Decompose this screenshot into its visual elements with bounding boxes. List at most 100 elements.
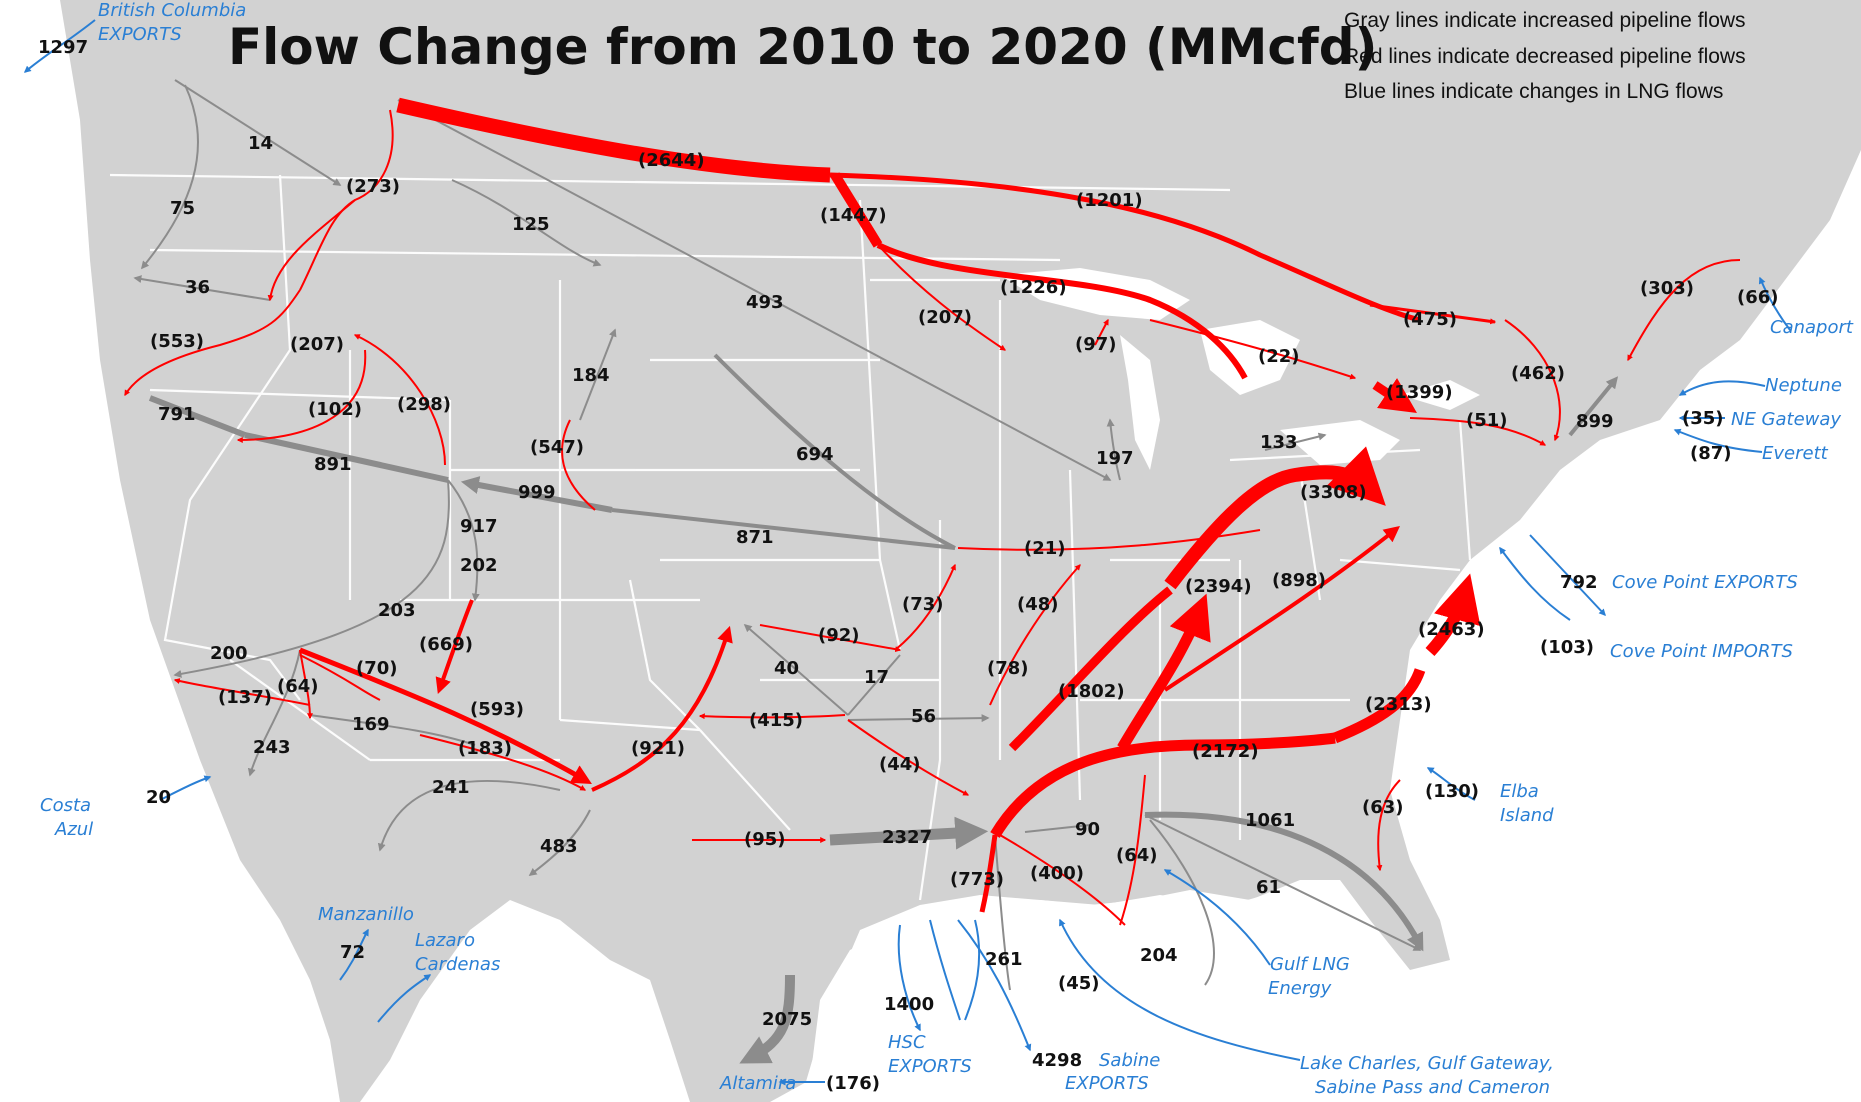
label-45: (45) <box>1058 973 1100 994</box>
place-cove-point-imports: Cove Point IMPORTS <box>1610 641 1793 662</box>
label-261: 261 <box>985 949 1023 970</box>
label-2327: 2327 <box>882 827 932 848</box>
label-547: (547) <box>530 437 584 458</box>
label-202: 202 <box>460 555 498 576</box>
flow-1399 <box>1372 378 1417 413</box>
flow-75 <box>140 84 199 270</box>
place-canaport: Canaport <box>1770 317 1854 338</box>
flow-hsc-exports <box>897 924 921 1032</box>
flow-669 <box>435 599 474 695</box>
flow-133 <box>1264 432 1327 451</box>
label-917: 917 <box>460 516 498 537</box>
flow-899 <box>1568 376 1619 437</box>
label-2463: (2463) <box>1418 619 1485 640</box>
label-90: 90 <box>1075 819 1100 840</box>
flow-204 <box>1149 819 1215 986</box>
label-773: (773) <box>950 869 1004 890</box>
place-costa: Costa <box>40 795 91 816</box>
label-898: (898) <box>1272 570 1326 591</box>
flow-22 <box>1149 319 1357 380</box>
flow-773 <box>979 834 998 913</box>
flow-neptune <box>1678 380 1766 396</box>
label-593: (593) <box>470 699 524 720</box>
label-125: 125 <box>512 214 550 235</box>
label-303: (303) <box>1640 278 1694 299</box>
label-21: (21) <box>1024 538 1066 559</box>
place-ne-gateway: NE Gateway <box>1731 409 1841 430</box>
flow-871 <box>611 508 956 550</box>
label-1226: (1226) <box>1000 277 1067 298</box>
label-400: (400) <box>1030 863 1084 884</box>
flow-891 <box>244 432 449 483</box>
map-title: Flow Change from 2010 to 2020 (MMcfd) <box>228 18 1377 76</box>
flow-1201 <box>829 172 1421 323</box>
label-78: (78) <box>987 658 1029 679</box>
place-gulf-lng: Gulf LNG <box>1270 954 1350 975</box>
flow-1061 <box>1144 811 1424 952</box>
label-176: (176) <box>826 1073 880 1094</box>
label-22: (22) <box>1258 346 1300 367</box>
label-2172: (2172) <box>1192 741 1259 762</box>
flow-125 <box>451 179 602 267</box>
flow-183 <box>419 734 587 791</box>
flow-184 <box>579 328 617 421</box>
flow-manzanillo <box>339 928 369 981</box>
flow-hsc-exports-2 <box>929 919 961 1021</box>
label-475: (475) <box>1403 309 1457 330</box>
flow-hsc-exports-3 <box>964 919 981 1021</box>
label-137: (137) <box>218 687 272 708</box>
label-1400: 1400 <box>884 994 934 1015</box>
gray-flows <box>133 79 1619 1064</box>
label-64-south: (64) <box>1116 845 1158 866</box>
flow-61 <box>1144 814 1422 951</box>
flow-2327 <box>829 816 989 850</box>
label-20: 20 <box>146 787 171 808</box>
label-17: 17 <box>864 667 889 688</box>
place-costa-azul: Azul <box>54 819 93 840</box>
label-4298: 4298 <box>1032 1050 1082 1071</box>
place-gulf-lng-energy: Energy <box>1268 978 1332 999</box>
label-1447: (1447) <box>820 205 887 226</box>
flow-17 <box>847 654 901 716</box>
flow-63 <box>1376 779 1401 872</box>
label-298: (298) <box>397 394 451 415</box>
label-1201: (1201) <box>1076 190 1143 211</box>
flow-1802 <box>1008 586 1173 752</box>
flow-51 <box>1409 417 1547 446</box>
flow-90 <box>1024 824 1091 833</box>
flow-207-west <box>267 199 356 302</box>
label-3308: (3308) <box>1300 482 1367 503</box>
flow-241 <box>377 779 561 852</box>
flow-197 <box>1106 418 1121 481</box>
flow-493 <box>397 99 1112 481</box>
label-64-west: (64) <box>277 676 319 697</box>
flow-547 <box>561 419 596 511</box>
flow-415 <box>698 713 846 720</box>
legend-red: Red lines indicate decreased pipeline fl… <box>1344 45 1746 68</box>
label-87: (87) <box>1690 443 1732 464</box>
label-133: 133 <box>1260 432 1298 453</box>
flow-999 <box>460 476 613 513</box>
label-92: (92) <box>818 625 860 646</box>
flow-bc-exports <box>23 19 96 73</box>
flow-costa-azul <box>159 775 212 801</box>
label-2644: (2644) <box>638 150 705 171</box>
flow-2644 <box>396 97 831 183</box>
label-51: (51) <box>1466 410 1508 431</box>
label-999: 999 <box>518 482 556 503</box>
flow-921 <box>591 625 733 792</box>
flow-sabine-exports <box>957 919 1032 1052</box>
flow-92 <box>759 624 902 653</box>
flow-243 <box>247 649 301 777</box>
label-70: (70) <box>356 658 398 679</box>
label-75: 75 <box>170 198 195 219</box>
label-2394: (2394) <box>1185 576 1252 597</box>
flow-2313 <box>1332 668 1426 744</box>
flow-483 <box>528 809 591 876</box>
flow-97 <box>1094 318 1109 346</box>
flow-593 <box>299 647 592 784</box>
label-207-west: (207) <box>290 334 344 355</box>
place-hsc: HSC <box>888 1032 926 1053</box>
legend-gray: Gray lines indicate increased pipeline f… <box>1344 9 1746 32</box>
label-102: (102) <box>308 399 362 420</box>
